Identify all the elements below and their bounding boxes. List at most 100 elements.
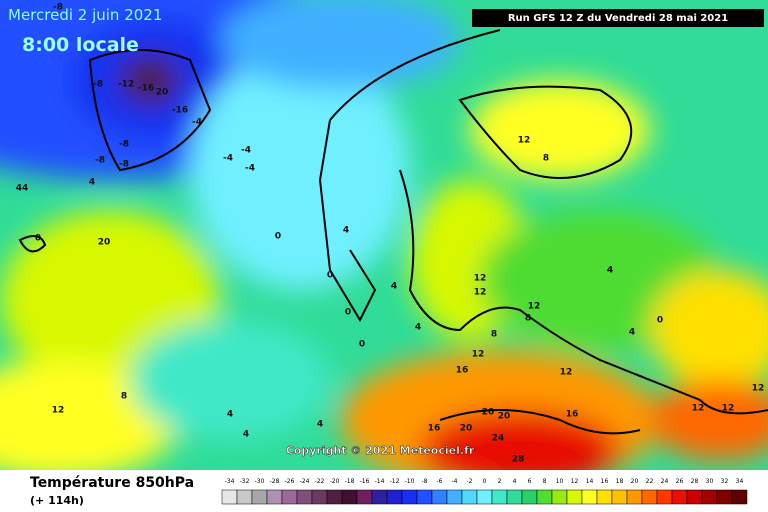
legend-swatch [656, 489, 673, 505]
legend-swatch [461, 489, 478, 505]
legend-tick-label: 6 [528, 478, 532, 485]
legend-swatch [236, 489, 253, 505]
contour-label: 12 [474, 274, 487, 284]
contour-label: 20 [460, 424, 473, 434]
contour-label: -4 [241, 146, 251, 156]
legend-swatch [446, 489, 463, 505]
legend-tick-label: 24 [661, 478, 669, 485]
legend-swatch [716, 489, 733, 505]
legend-tick-label: 18 [616, 478, 624, 485]
contour-label: 12 [472, 350, 485, 360]
contour-label: -4 [223, 154, 233, 164]
legend-swatch [341, 489, 358, 505]
legend-swatch [686, 489, 703, 505]
legend-swatch [401, 489, 418, 505]
contour-label: -16 [172, 106, 188, 116]
contour-label: -4 [245, 164, 255, 174]
contour-label: 4 [391, 282, 397, 292]
legend-swatch [431, 489, 448, 505]
legend-swatch [221, 489, 238, 505]
legend-swatch [731, 489, 748, 505]
legend-swatch [551, 489, 568, 505]
legend-tick-label: 12 [571, 478, 579, 485]
coastlines [18, 29, 768, 435]
legend-tick-label: -6 [437, 478, 443, 485]
legend-swatch [386, 489, 403, 505]
legend-swatch [536, 489, 553, 505]
legend-tick-label: -12 [390, 478, 400, 485]
contour-label: 8 [543, 154, 549, 164]
contour-label: 0 [657, 316, 663, 326]
legend-swatch [611, 489, 628, 505]
legend-tick-label: 20 [631, 478, 639, 485]
legend-swatch [566, 489, 583, 505]
legend-swatch [476, 489, 493, 505]
contour-label: 12 [752, 384, 765, 394]
contour-label: -16 [138, 84, 154, 94]
legend-swatch [491, 489, 508, 505]
legend-tick-label: 22 [646, 478, 654, 485]
contour-label: 12 [692, 404, 705, 414]
legend-tick-label: 32 [721, 478, 729, 485]
contour-label: 8 [121, 392, 127, 402]
legend-swatch [416, 489, 433, 505]
temperature-field [0, 0, 768, 470]
legend-swatch [266, 489, 283, 505]
contour-label: 4 [629, 328, 635, 338]
contour-label: 16 [428, 424, 441, 434]
contour-label: 28 [512, 455, 525, 465]
legend-tick-label: -24 [300, 478, 310, 485]
legend-tick-label: -14 [375, 478, 385, 485]
legend-tick-label: -34 [225, 478, 235, 485]
contour-label: -8 [119, 160, 129, 170]
legend-swatch [251, 489, 268, 505]
legend-swatch [626, 489, 643, 505]
legend-tick-label: -16 [360, 478, 370, 485]
legend-tick-label: 2 [498, 478, 502, 485]
contour-label: 16 [456, 366, 469, 376]
legend-tick-label: -4 [452, 478, 458, 485]
contour-label: 24 [492, 434, 505, 444]
legend-tick-label: 4 [513, 478, 517, 485]
legend-swatch [311, 489, 328, 505]
legend-tick-label: -30 [255, 478, 265, 485]
legend-tick-label: -20 [330, 478, 340, 485]
legend-tick-label: -8 [422, 478, 428, 485]
run-info: Run GFS 12 Z du Vendredi 28 mai 2021 [508, 13, 728, 24]
legend-swatch [356, 489, 373, 505]
contour-label: 4 [343, 226, 349, 236]
contour-label: 0 [359, 340, 365, 350]
legend-tick-label: 0 [483, 478, 487, 485]
contour-label: 12 [52, 406, 65, 416]
contour-label: 12 [474, 288, 487, 298]
contour-label: 4 [227, 410, 233, 420]
contour-label: -8 [119, 140, 129, 150]
legend-swatch [671, 489, 688, 505]
contour-label: -8 [53, 3, 63, 13]
contour-label: 8 [525, 314, 531, 324]
contour-label: 8 [491, 330, 497, 340]
legend-swatch [701, 489, 718, 505]
legend-swatch [326, 489, 343, 505]
legend-tick-label: 28 [691, 478, 699, 485]
contour-label: 0 [345, 308, 351, 318]
contour-label: 20 [156, 88, 169, 98]
legend-swatch [581, 489, 598, 505]
legend-swatch [296, 489, 313, 505]
copyright: Copyright © 2021 Meteociel.fr [286, 444, 475, 457]
contour-label: 12 [528, 302, 541, 312]
legend-tick-label: -18 [345, 478, 355, 485]
contour-label: 0 [327, 271, 333, 281]
legend-tick-label: -10 [405, 478, 415, 485]
legend-tick-label: 14 [586, 478, 594, 485]
legend-tick-label: 26 [676, 478, 684, 485]
legend-tick-label: 8 [543, 478, 547, 485]
footer-lead: (+ 114h) [30, 494, 84, 507]
contour-label: 4 [89, 178, 95, 188]
legend-tick-label: -26 [285, 478, 295, 485]
contour-label: 12 [518, 136, 531, 146]
contour-label: 0 [275, 232, 281, 242]
legend-tick-label: -28 [270, 478, 280, 485]
contour-label: 12 [560, 368, 573, 378]
